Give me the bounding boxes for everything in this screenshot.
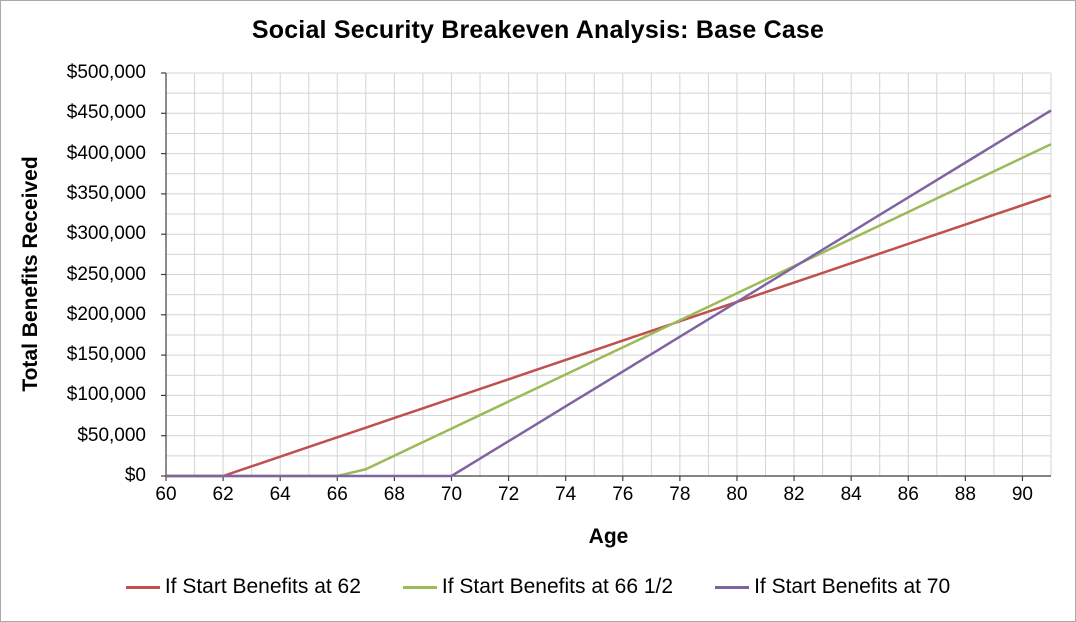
x-axis-tick-label: 62	[212, 484, 234, 505]
x-axis-tick-label: 66	[326, 484, 348, 505]
y-axis-tick-label: $200,000	[66, 303, 146, 325]
y-axis-tick-label: $350,000	[66, 182, 146, 204]
series-line-start-70	[166, 109, 1052, 478]
legend-item-start-62: If Start Benefits at 62	[125, 575, 361, 599]
legend-label: If Start Benefits at 70	[754, 575, 951, 598]
y-axis-tick-label: $150,000	[66, 344, 146, 366]
x-axis-tick-label: 70	[440, 484, 463, 505]
x-axis-title: Age	[588, 525, 629, 548]
legend-item-start-70: If Start Benefits at 70	[715, 575, 950, 599]
x-axis-tick-label: 86	[897, 484, 919, 505]
x-axis-tick-label: 90	[1011, 484, 1033, 505]
chart-title: Social Security Breakeven Analysis: Base…	[251, 16, 825, 44]
x-axis-tick-label: 88	[954, 484, 976, 505]
x-axis-tick-label: 60	[155, 484, 177, 505]
x-axis-tick-label: 72	[498, 484, 520, 505]
x-axis-tick-label: 78	[669, 484, 691, 505]
y-axis-tick-label: $50,000	[77, 424, 146, 446]
plot-area	[161, 72, 1052, 481]
x-axis-tick-label: 76	[612, 484, 634, 505]
series-line-start-62	[166, 194, 1052, 478]
x-axis-tick-label: 80	[726, 484, 748, 505]
legend-line-swatch-red	[125, 585, 160, 589]
legend-item-start-66-half: If Start Benefits at 66 1/2	[402, 575, 674, 599]
legend-line-swatch-green	[402, 585, 437, 589]
y-axis-tick-label: $450,000	[66, 102, 146, 124]
legend-label: If Start Benefits at 62	[164, 575, 361, 598]
y-axis-tick-label: $250,000	[66, 263, 146, 285]
x-axis-tick-label: 84	[840, 484, 862, 505]
y-axis-tick-label: $400,000	[66, 142, 146, 164]
y-axis-tick-label: $500,000	[66, 62, 146, 83]
legend-line-swatch-purple	[715, 585, 750, 589]
legend-label: If Start Benefits at 66 1/2	[441, 575, 674, 598]
x-axis-tick-label: 68	[383, 484, 405, 505]
y-axis-tick-label: $0	[124, 465, 146, 486]
y-axis-tick-label: $100,000	[66, 384, 146, 406]
legend: If Start Benefits at 62 If Start Benefit…	[1, 575, 1075, 599]
x-axis-tick-label: 64	[269, 484, 291, 505]
x-axis-tick-label: 74	[555, 484, 577, 505]
y-axis-tick-label: $300,000	[66, 223, 146, 245]
x-axis-tick-label: 82	[783, 484, 805, 505]
y-axis-tick-labels: $0 $50,000 $100,000 $150,000 $200,000 $250,00…	[1, 1, 156, 621]
